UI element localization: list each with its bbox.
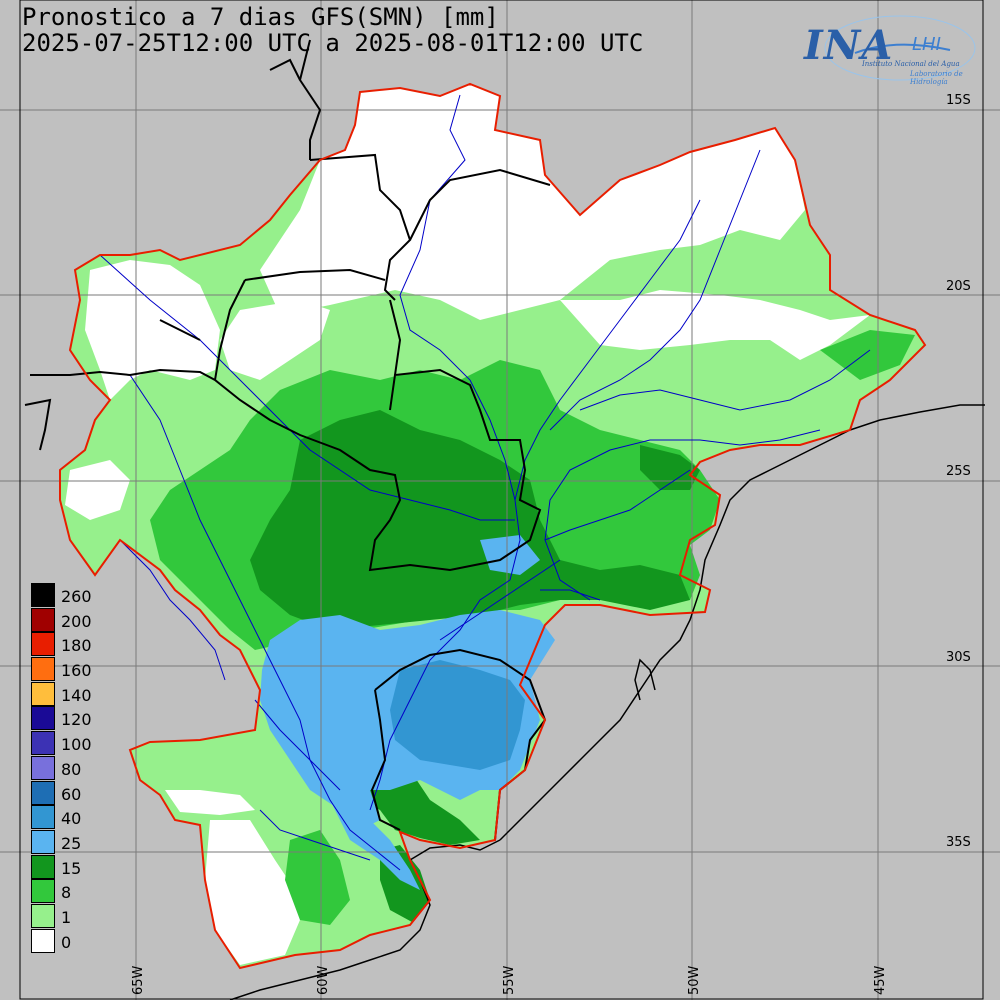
lat-label-35s: 35S — [946, 835, 971, 850]
legend-swatch — [31, 607, 55, 632]
map-period: 2025-07-25T12:00 UTC a 2025-08-01T12:00 … — [22, 29, 644, 57]
legend-label: 200 — [61, 611, 92, 631]
logo-lhi-text: LHI — [912, 34, 941, 55]
legend-swatch — [31, 928, 55, 953]
legend-swatch — [31, 780, 55, 805]
lon-label-55w: 55W — [502, 965, 517, 995]
legend-swatch — [31, 879, 55, 904]
legend-label: 25 — [61, 833, 82, 853]
coastline — [229, 404, 985, 1000]
ina-lhi-logo: INA LHI Instituto Nacional del Agua Labo… — [800, 8, 990, 88]
legend-label: 0 — [61, 932, 72, 952]
legend-label: 60 — [61, 784, 82, 804]
legend-label: 80 — [61, 759, 82, 779]
legend-swatch — [31, 755, 55, 780]
logo-swoosh-icon — [824, 15, 976, 81]
frame-ticks — [19, 0, 984, 1000]
legend-swatch — [31, 829, 55, 854]
lon-label-45w: 45W — [873, 965, 888, 995]
logo-subtitle-lhi: Laboratorio de Hidrología — [910, 70, 963, 86]
legend-label: 15 — [61, 858, 82, 878]
legend-label: 140 — [61, 685, 92, 705]
legend-swatch — [31, 731, 55, 756]
logo-subtitle-ina: Instituto Nacional del Agua — [862, 60, 960, 68]
legend-label: 260 — [61, 587, 92, 606]
legend-swatch — [31, 657, 55, 682]
legend-label: 120 — [61, 710, 92, 730]
legend-label: 160 — [61, 661, 92, 681]
legend-swatch — [31, 583, 55, 607]
legend-swatch — [31, 903, 55, 928]
legend-label: 1 — [61, 907, 72, 927]
legend-swatch — [31, 706, 55, 731]
logo-ina-text: INA — [804, 22, 894, 69]
legend-swatch — [31, 632, 55, 657]
legend-label: 100 — [61, 735, 92, 755]
legend-swatch — [31, 681, 55, 706]
basin-precip-fill — [60, 84, 925, 968]
legend-label: 40 — [61, 809, 82, 829]
lat-label-30s: 30S — [946, 650, 971, 665]
legend-swatch — [31, 854, 55, 879]
lat-label-20s: 20S — [946, 279, 971, 294]
lon-label-50w: 50W — [687, 965, 702, 995]
map-title: Pronostico a 7 dias GFS(SMN) [mm] — [22, 3, 499, 31]
legend-swatch — [31, 805, 55, 830]
lon-label-60w: 60W — [316, 965, 331, 995]
lon-label-65w: 65W — [131, 965, 146, 995]
basin-outline — [59, 82, 927, 970]
lat-label-25s: 25S — [946, 464, 971, 479]
legend-label: 180 — [61, 636, 92, 656]
lat-label-15s: 15S — [946, 93, 971, 108]
rivers — [99, 94, 871, 871]
legend-label: 8 — [61, 883, 72, 903]
